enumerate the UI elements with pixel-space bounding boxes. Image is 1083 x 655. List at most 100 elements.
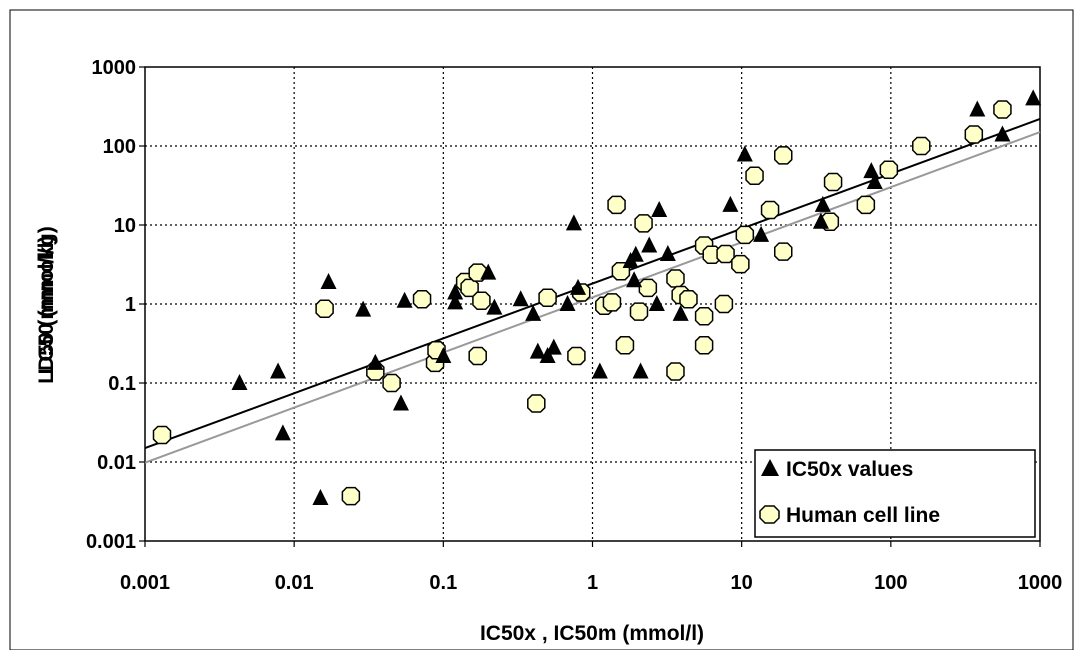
- ic50x-point: [969, 100, 986, 117]
- human-cell-line-point: [567, 346, 586, 366]
- human-cell-line-point: [472, 291, 491, 310]
- ic50x-point: [367, 353, 384, 370]
- ic50x-point: [863, 162, 880, 179]
- x-tick-label: 0.01: [275, 572, 314, 594]
- y-axis-title-ld50: LD50 (mmol/kg): [35, 226, 58, 384]
- human-cell-line-point: [716, 244, 735, 264]
- legend-label-human-cell-line: Human cell line: [786, 504, 940, 527]
- ic50x-point: [672, 304, 689, 321]
- human-cell-line-point: [823, 172, 843, 192]
- x-tick-label: 10: [731, 572, 753, 594]
- ic50x-point: [648, 295, 665, 311]
- ic50x-point: [814, 195, 831, 212]
- y-axis-title: LD50 (mmol/kg) LC50 (mmol/l): [35, 226, 58, 384]
- x-tick-label: 0.1: [429, 572, 457, 594]
- human-cell-line-point: [412, 289, 432, 309]
- ic50x-point: [753, 225, 770, 242]
- ic50x-point: [355, 300, 372, 317]
- ic50x-point: [626, 271, 643, 288]
- x-tick-labels: 0.001 0.01 0.1 1 10 100 1000: [120, 572, 1062, 594]
- ic50x-point: [447, 293, 464, 310]
- human-cell-line-point: [773, 146, 793, 165]
- ic50x-point: [512, 290, 529, 307]
- ic50x-point: [545, 338, 562, 355]
- human-cell-line-point: [694, 336, 714, 355]
- y-tick-label: 100: [103, 136, 136, 158]
- ic50x-point: [486, 298, 503, 315]
- ic50x-point: [565, 214, 582, 231]
- x-tick-label: 1: [587, 572, 598, 594]
- y-tick-label: 1: [125, 294, 136, 316]
- ic50x-point: [231, 374, 248, 390]
- ic50x-point: [659, 244, 676, 261]
- human-cell-line-point: [745, 166, 764, 186]
- human-cell-line-point: [773, 242, 793, 261]
- y-tick-label: 10: [114, 215, 136, 237]
- ic50x-point: [447, 283, 464, 300]
- human-cell-line-point: [634, 214, 653, 233]
- y-tick-label: 0.001: [86, 531, 136, 553]
- ic50x-point: [641, 236, 658, 253]
- legend-circle-icon: [759, 505, 780, 524]
- human-cell-line-point: [912, 136, 931, 156]
- ic50x-point: [591, 362, 608, 379]
- ic50x-point: [525, 304, 542, 321]
- ic50x-point: [994, 125, 1011, 142]
- human-cell-line-point: [702, 245, 721, 265]
- ic50x-point: [396, 291, 413, 308]
- x-tick-label: 1000: [1018, 572, 1063, 594]
- human-cell-line-point: [856, 195, 876, 215]
- human-cell-line-point: [714, 294, 734, 314]
- y-axis-title-lc50: LC50 (mmol/l): [35, 236, 58, 375]
- ic50x-point: [736, 145, 753, 162]
- ic50x-point: [312, 489, 329, 506]
- human-cell-line-point: [527, 394, 546, 413]
- ic50x-point: [651, 200, 668, 217]
- human-cell-line-point: [152, 425, 172, 445]
- ic50x-point: [866, 173, 883, 190]
- human-cell-line-point: [382, 373, 401, 393]
- x-tick-label: 100: [874, 572, 907, 594]
- human-cell-line-point: [315, 299, 334, 319]
- ic50x-point: [722, 195, 739, 212]
- ic50x-point: [570, 278, 587, 295]
- human-cell-line-point: [629, 302, 649, 321]
- human-cell-line-point: [468, 346, 487, 366]
- legend-triangle-icon: [761, 459, 779, 476]
- y-tick-label: 0.1: [108, 373, 136, 395]
- ic50x-point: [392, 394, 409, 411]
- human-cell-line-point: [615, 336, 635, 355]
- y-tick-label: 0.01: [97, 452, 136, 474]
- ic50x-point: [812, 212, 829, 229]
- human-cell-line-point: [538, 288, 557, 307]
- ic50x-point: [539, 346, 556, 363]
- human-cell-line-point: [679, 289, 698, 309]
- ic50x-point: [529, 342, 546, 359]
- y-tick-labels: 0.001 0.01 0.1 1 10 100 1000: [86, 57, 136, 553]
- ic50x-point: [320, 272, 337, 289]
- human-cell-line-point: [731, 254, 750, 274]
- human-cell-line-point: [879, 160, 899, 180]
- human-cell-line-point: [602, 293, 622, 312]
- ic50x-point: [480, 263, 497, 280]
- ic50x-point: [632, 362, 649, 379]
- ic50x-point: [1025, 89, 1042, 106]
- human-cell-line-point: [341, 486, 361, 506]
- x-axis-title: IC50x , IC50m (mmol/l): [480, 622, 704, 645]
- ic50x-point: [274, 424, 291, 441]
- ic50x-point: [559, 295, 576, 311]
- human-cell-line-point: [638, 278, 658, 298]
- human-cell-line-point: [735, 225, 755, 245]
- legend-box: [754, 449, 1036, 538]
- human-cell-line-point: [993, 100, 1012, 119]
- data-points: [152, 89, 1042, 506]
- human-cell-line-point: [666, 269, 685, 288]
- ic50x-point: [627, 245, 644, 262]
- ic50x-point: [435, 346, 452, 363]
- human-cell-line-point: [760, 200, 780, 220]
- human-cell-line-point: [666, 362, 685, 381]
- y-tick-label: 1000: [92, 57, 137, 79]
- legend-label-ic50x: IC50x values: [786, 458, 913, 481]
